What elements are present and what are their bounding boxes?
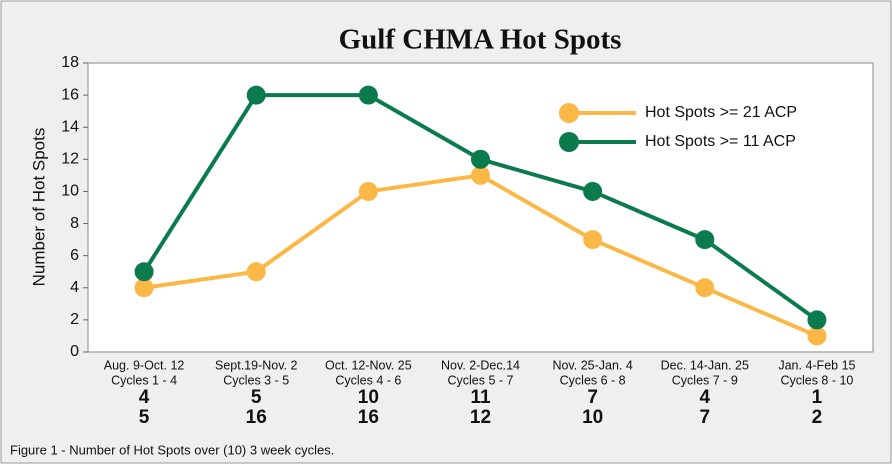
data-point xyxy=(583,181,603,201)
y-tick-label: 6 xyxy=(70,247,79,264)
caption: Figure 1 - Number of Hot Spots over (10)… xyxy=(10,442,334,457)
x-tick-label: Jan. 4-Feb 15 xyxy=(778,358,855,372)
data-point xyxy=(246,262,266,282)
y-tick-label: 8 xyxy=(70,215,79,232)
data-point xyxy=(471,165,490,185)
x-tick-label: Cycles 4 - 6 xyxy=(335,373,401,387)
legend-label: Hot Spots >= 11 ACP xyxy=(645,133,796,150)
data-point xyxy=(471,149,490,169)
x-tick-label: Cycles 7 - 9 xyxy=(672,373,738,387)
legend-marker xyxy=(559,132,579,152)
value-label: 5 xyxy=(251,387,262,408)
data-point xyxy=(134,262,154,282)
value-label: 12 xyxy=(470,407,491,428)
y-tick-label: 18 xyxy=(61,54,79,71)
data-point xyxy=(358,181,378,201)
value-label: 11 xyxy=(470,387,491,408)
y-tick-label: 12 xyxy=(61,151,79,168)
x-tick-label: Cycles 8 - 10 xyxy=(780,373,853,387)
value-label: 7 xyxy=(587,387,598,408)
value-label: 1 xyxy=(812,387,823,408)
x-tick-label: Cycles 6 - 8 xyxy=(560,373,626,387)
x-tick-label: Nov. 25-Jan. 4 xyxy=(552,358,632,372)
x-tick-label: Oct. 12-Nov. 25 xyxy=(325,358,412,372)
y-tick-label: 10 xyxy=(61,183,79,200)
y-tick-label: 14 xyxy=(61,118,79,135)
data-point xyxy=(695,230,715,250)
y-axis-label: Number of Hot Spots xyxy=(29,128,48,287)
y-tick-label: 16 xyxy=(61,86,79,103)
x-tick-label: Cycles 3 - 5 xyxy=(223,373,289,387)
data-point xyxy=(246,85,266,105)
data-point xyxy=(358,85,378,105)
data-point xyxy=(583,230,603,250)
y-tick-label: 2 xyxy=(70,311,79,328)
data-point xyxy=(807,310,827,330)
value-label: 4 xyxy=(699,387,710,408)
value-label: 5 xyxy=(139,407,150,428)
value-label: 2 xyxy=(812,407,823,428)
data-point xyxy=(134,278,154,298)
value-label: 10 xyxy=(582,407,603,428)
y-tick-label: 0 xyxy=(70,343,79,360)
value-label: 16 xyxy=(358,407,379,428)
y-tick-label: 4 xyxy=(70,279,79,296)
legend-label: Hot Spots >= 21 ACP xyxy=(645,104,797,121)
legend-marker xyxy=(559,103,579,123)
value-label: 16 xyxy=(246,407,267,428)
value-label: 7 xyxy=(699,407,710,428)
data-point xyxy=(807,326,827,346)
value-label: 4 xyxy=(139,387,150,408)
value-label: 10 xyxy=(358,387,379,408)
chart-title: Gulf CHMA Hot Spots xyxy=(339,24,622,56)
x-tick-label: Cycles 5 - 7 xyxy=(448,373,514,387)
x-tick-label: Aug. 9-Oct. 12 xyxy=(104,358,185,372)
x-tick-label: Cycles 1 - 4 xyxy=(111,373,177,387)
x-tick-label: Nov. 2-Dec.14 xyxy=(441,358,520,372)
data-point xyxy=(695,278,715,298)
x-tick-label: Dec. 14-Jan. 25 xyxy=(661,358,749,372)
x-tick-label: Sept.19-Nov. 2 xyxy=(215,358,298,372)
